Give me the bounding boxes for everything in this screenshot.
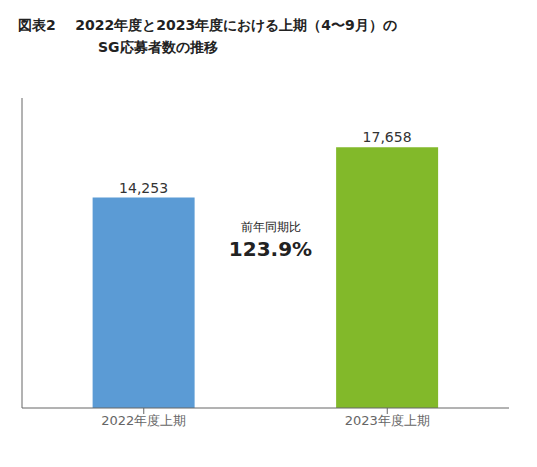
- html-text:SG応募者数の推移: SG応募者数の推移: [98, 39, 218, 55]
- svg-text:17,658: 17,658: [363, 129, 412, 145]
- svg-text:2022年度上期: 2022年度上期: [101, 413, 186, 428]
- svg-text:2023年度上期: 2023年度上期: [345, 413, 430, 428]
- html-text:前年同期比: 前年同期比: [240, 220, 301, 234]
- svg-text:14,253: 14,253: [119, 180, 168, 196]
- html-text:図表2 2022年度と2023年度における上期（4〜9月）の: 図表2 2022年度と2023年度における上期（4〜9月）の: [18, 17, 397, 33]
- html-text:123.9%: 123.9%: [228, 237, 313, 261]
